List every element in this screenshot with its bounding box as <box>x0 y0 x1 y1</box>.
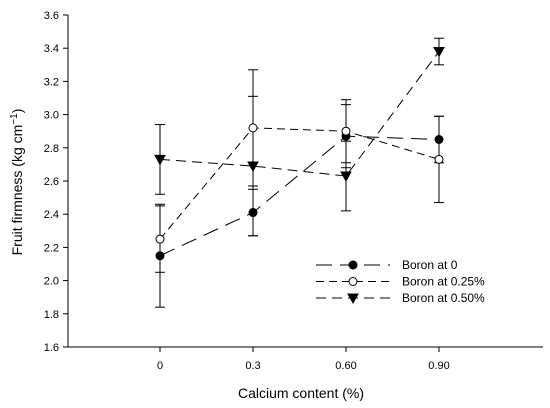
y-ticks: 1.6 1.8 2.0 2.2 2.4 2.6 2.8 3.0 3.2 3.4 3.6 <box>44 10 68 354</box>
y-tick-label: 2.4 <box>44 209 59 221</box>
series-markers <box>154 47 445 261</box>
data-point-series-2 <box>341 126 351 136</box>
data-point-series-1 <box>248 208 258 218</box>
y-axis-label-sup: −1 <box>9 113 20 125</box>
data-point-series-1 <box>155 251 165 261</box>
x-ticks: 0 0.3 0.60 0.90 <box>157 347 450 372</box>
data-point-series-2 <box>248 123 258 133</box>
data-point-series-3 <box>340 171 352 183</box>
legend-marker-2 <box>348 277 358 286</box>
y-tick-label: 1.6 <box>44 342 59 354</box>
y-tick-label: 1.8 <box>44 309 59 321</box>
legend: Boron at 0 Boron at 0.25% Boron at 0.50% <box>316 258 485 305</box>
data-point-series-3 <box>247 161 259 173</box>
data-point-series-3 <box>154 154 166 166</box>
y-tick-label: 2.6 <box>44 176 59 188</box>
legend-label-1: Boron at 0 <box>402 258 458 272</box>
y-tick-label: 2.8 <box>44 143 59 155</box>
y-tick-label: 2.2 <box>44 242 59 254</box>
y-tick-label: 3.4 <box>44 43 59 55</box>
legend-label-2: Boron at 0.25% <box>402 275 485 289</box>
y-axis-label: Fruit firmness (kg cm−1) <box>9 109 25 256</box>
y-axis-label-close: ) <box>9 109 25 114</box>
legend-label-3: Boron at 0.50% <box>402 291 485 305</box>
series-line-3 <box>159 51 440 177</box>
series-line-2 <box>159 127 440 240</box>
series-lines <box>159 51 440 257</box>
y-tick-label: 3.0 <box>44 110 59 122</box>
x-tick-label: 0.3 <box>245 360 260 372</box>
data-point-series-2 <box>434 154 444 164</box>
legend-marker-3 <box>347 293 359 305</box>
data-point-series-3 <box>433 47 445 58</box>
error-bars <box>155 37 444 308</box>
y-tick-label: 3.6 <box>44 10 59 22</box>
data-point-series-2 <box>155 234 165 244</box>
legend-marker-1 <box>348 260 358 270</box>
series-line-1 <box>159 135 440 257</box>
x-tick-label: 0.90 <box>428 360 449 372</box>
y-tick-label: 3.2 <box>44 76 59 88</box>
y-tick-label: 2.0 <box>44 276 59 288</box>
data-point-series-1 <box>434 135 444 144</box>
y-axis-label-main: Fruit firmness (kg cm <box>9 125 25 256</box>
x-tick-label: 0 <box>157 360 163 372</box>
x-tick-label: 0.60 <box>335 360 356 372</box>
x-axis-label: Calcium content (%) <box>238 385 364 401</box>
